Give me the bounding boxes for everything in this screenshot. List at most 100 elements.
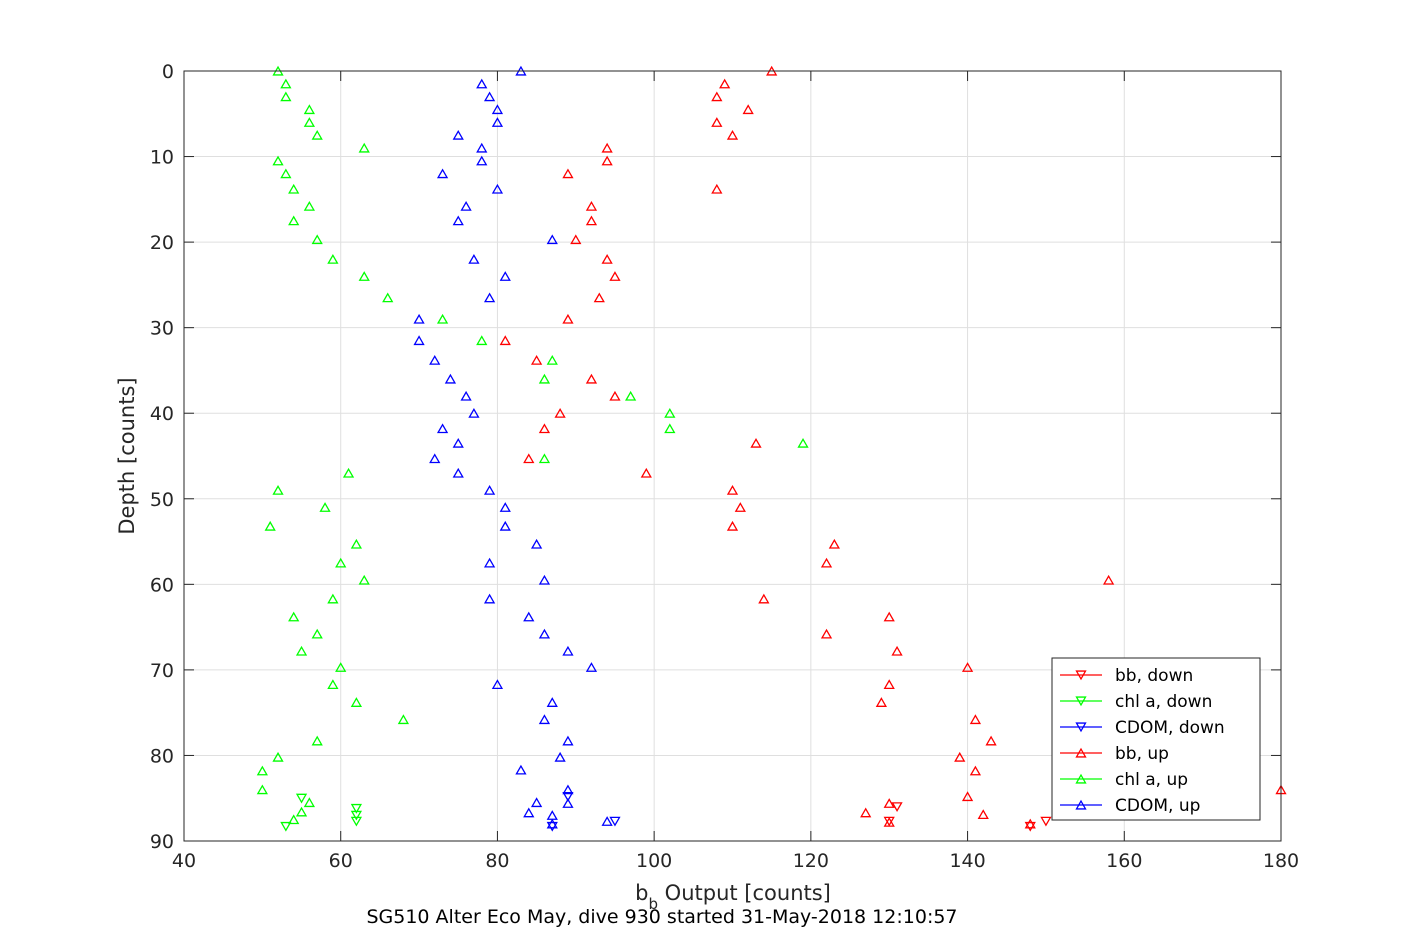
y-tick-label: 20 bbox=[150, 232, 174, 254]
data-point bbox=[609, 390, 621, 401]
legend-marker bbox=[1075, 670, 1087, 681]
data-point bbox=[585, 200, 598, 211]
data-point bbox=[256, 784, 268, 795]
data-point bbox=[969, 714, 982, 725]
data-point bbox=[264, 520, 276, 531]
legend-entry: chl a, down bbox=[1060, 692, 1212, 712]
data-point bbox=[452, 129, 464, 140]
data-point bbox=[562, 735, 574, 746]
legend: bb, down chl a, down CDOM, down bb, up chl a… bbox=[1051, 657, 1261, 821]
data-point bbox=[954, 751, 966, 762]
data-point bbox=[860, 807, 872, 818]
data-point bbox=[726, 485, 739, 495]
data-point bbox=[546, 234, 558, 245]
data-point bbox=[303, 797, 315, 808]
data-point bbox=[538, 574, 551, 585]
data-point bbox=[358, 271, 370, 281]
legend-label: CDOM, up bbox=[1115, 796, 1200, 816]
data-point bbox=[327, 593, 339, 604]
y-tick-label: 50 bbox=[150, 489, 174, 511]
data-point bbox=[530, 538, 543, 549]
data-point bbox=[719, 78, 731, 89]
data-point bbox=[444, 373, 457, 384]
x-axis-label: bb Output [counts] bbox=[635, 881, 831, 913]
x-tick-label: 180 bbox=[1263, 850, 1299, 872]
data-point bbox=[820, 628, 833, 639]
data-point bbox=[280, 78, 292, 89]
data-point bbox=[530, 797, 543, 808]
data-point bbox=[429, 354, 441, 365]
data-point bbox=[350, 803, 363, 814]
data-point bbox=[483, 91, 496, 102]
legend-marker bbox=[1075, 747, 1087, 758]
data-point bbox=[272, 485, 284, 495]
data-point bbox=[499, 520, 511, 531]
axis-ticks: 40 60 80 100 120 140 160 180 0 10 20 30 40 50 60 70 80 90 bbox=[150, 61, 1299, 872]
data-point bbox=[961, 791, 974, 802]
data-point bbox=[640, 467, 652, 478]
data-point bbox=[452, 215, 464, 226]
data-point bbox=[538, 423, 551, 434]
x-axis-label-subscript: b bbox=[648, 895, 658, 913]
chart-title: SG510 Alter Eco May, dive 930 started 31… bbox=[366, 906, 957, 928]
y-tick-label: 30 bbox=[150, 318, 174, 340]
data-point bbox=[436, 423, 449, 434]
data-point bbox=[562, 784, 574, 795]
data-point bbox=[350, 697, 363, 707]
data-point bbox=[711, 117, 723, 127]
data-point bbox=[413, 335, 425, 346]
legend-marker bbox=[1075, 773, 1087, 784]
data-point bbox=[335, 557, 347, 568]
series-chl-a-down bbox=[280, 793, 363, 832]
data-point bbox=[664, 423, 676, 434]
data-point bbox=[585, 662, 598, 672]
data-point bbox=[609, 816, 621, 827]
data-point bbox=[538, 453, 551, 464]
data-point bbox=[460, 390, 472, 401]
legend-entry: bb, up bbox=[1060, 744, 1169, 764]
data-point bbox=[288, 215, 300, 226]
data-point bbox=[483, 485, 496, 495]
y-tick-label: 0 bbox=[162, 61, 174, 83]
data-point bbox=[429, 453, 441, 464]
x-axis-label-rest: Output [counts] bbox=[658, 881, 831, 905]
data-point bbox=[562, 168, 574, 179]
data-point bbox=[436, 168, 449, 179]
y-tick-label: 70 bbox=[150, 660, 174, 682]
data-point bbox=[476, 335, 488, 346]
data-point bbox=[452, 437, 464, 448]
data-point bbox=[601, 816, 613, 826]
x-tick-label: 160 bbox=[1106, 850, 1142, 872]
data-point bbox=[288, 611, 300, 622]
data-point bbox=[538, 714, 551, 725]
data-point bbox=[358, 142, 370, 153]
data-point bbox=[452, 467, 464, 478]
data-point bbox=[460, 200, 472, 211]
data-point bbox=[883, 798, 895, 808]
data-point bbox=[585, 215, 598, 226]
data-point bbox=[311, 628, 323, 639]
data-point bbox=[562, 798, 574, 808]
data-point bbox=[711, 183, 723, 194]
data-point bbox=[538, 373, 551, 384]
data-point bbox=[609, 271, 621, 281]
y-tick-label: 10 bbox=[150, 147, 174, 169]
data-point bbox=[546, 821, 558, 832]
data-point bbox=[883, 679, 895, 689]
data-point bbox=[891, 645, 903, 656]
data-point bbox=[256, 765, 268, 776]
data-point bbox=[562, 313, 574, 324]
data-point bbox=[491, 104, 504, 115]
data-point bbox=[476, 155, 488, 166]
legend-marker bbox=[1075, 696, 1087, 707]
legend-label: bb, up bbox=[1115, 744, 1169, 764]
data-point bbox=[491, 183, 504, 194]
data-point bbox=[883, 816, 895, 827]
data-point bbox=[311, 735, 323, 746]
data-point bbox=[1024, 818, 1036, 829]
legend-entry: bb, down bbox=[1060, 666, 1193, 686]
data-point bbox=[961, 662, 974, 672]
data-point bbox=[350, 538, 363, 549]
x-axis-label-main: b bbox=[635, 881, 648, 905]
data-point bbox=[530, 354, 543, 365]
